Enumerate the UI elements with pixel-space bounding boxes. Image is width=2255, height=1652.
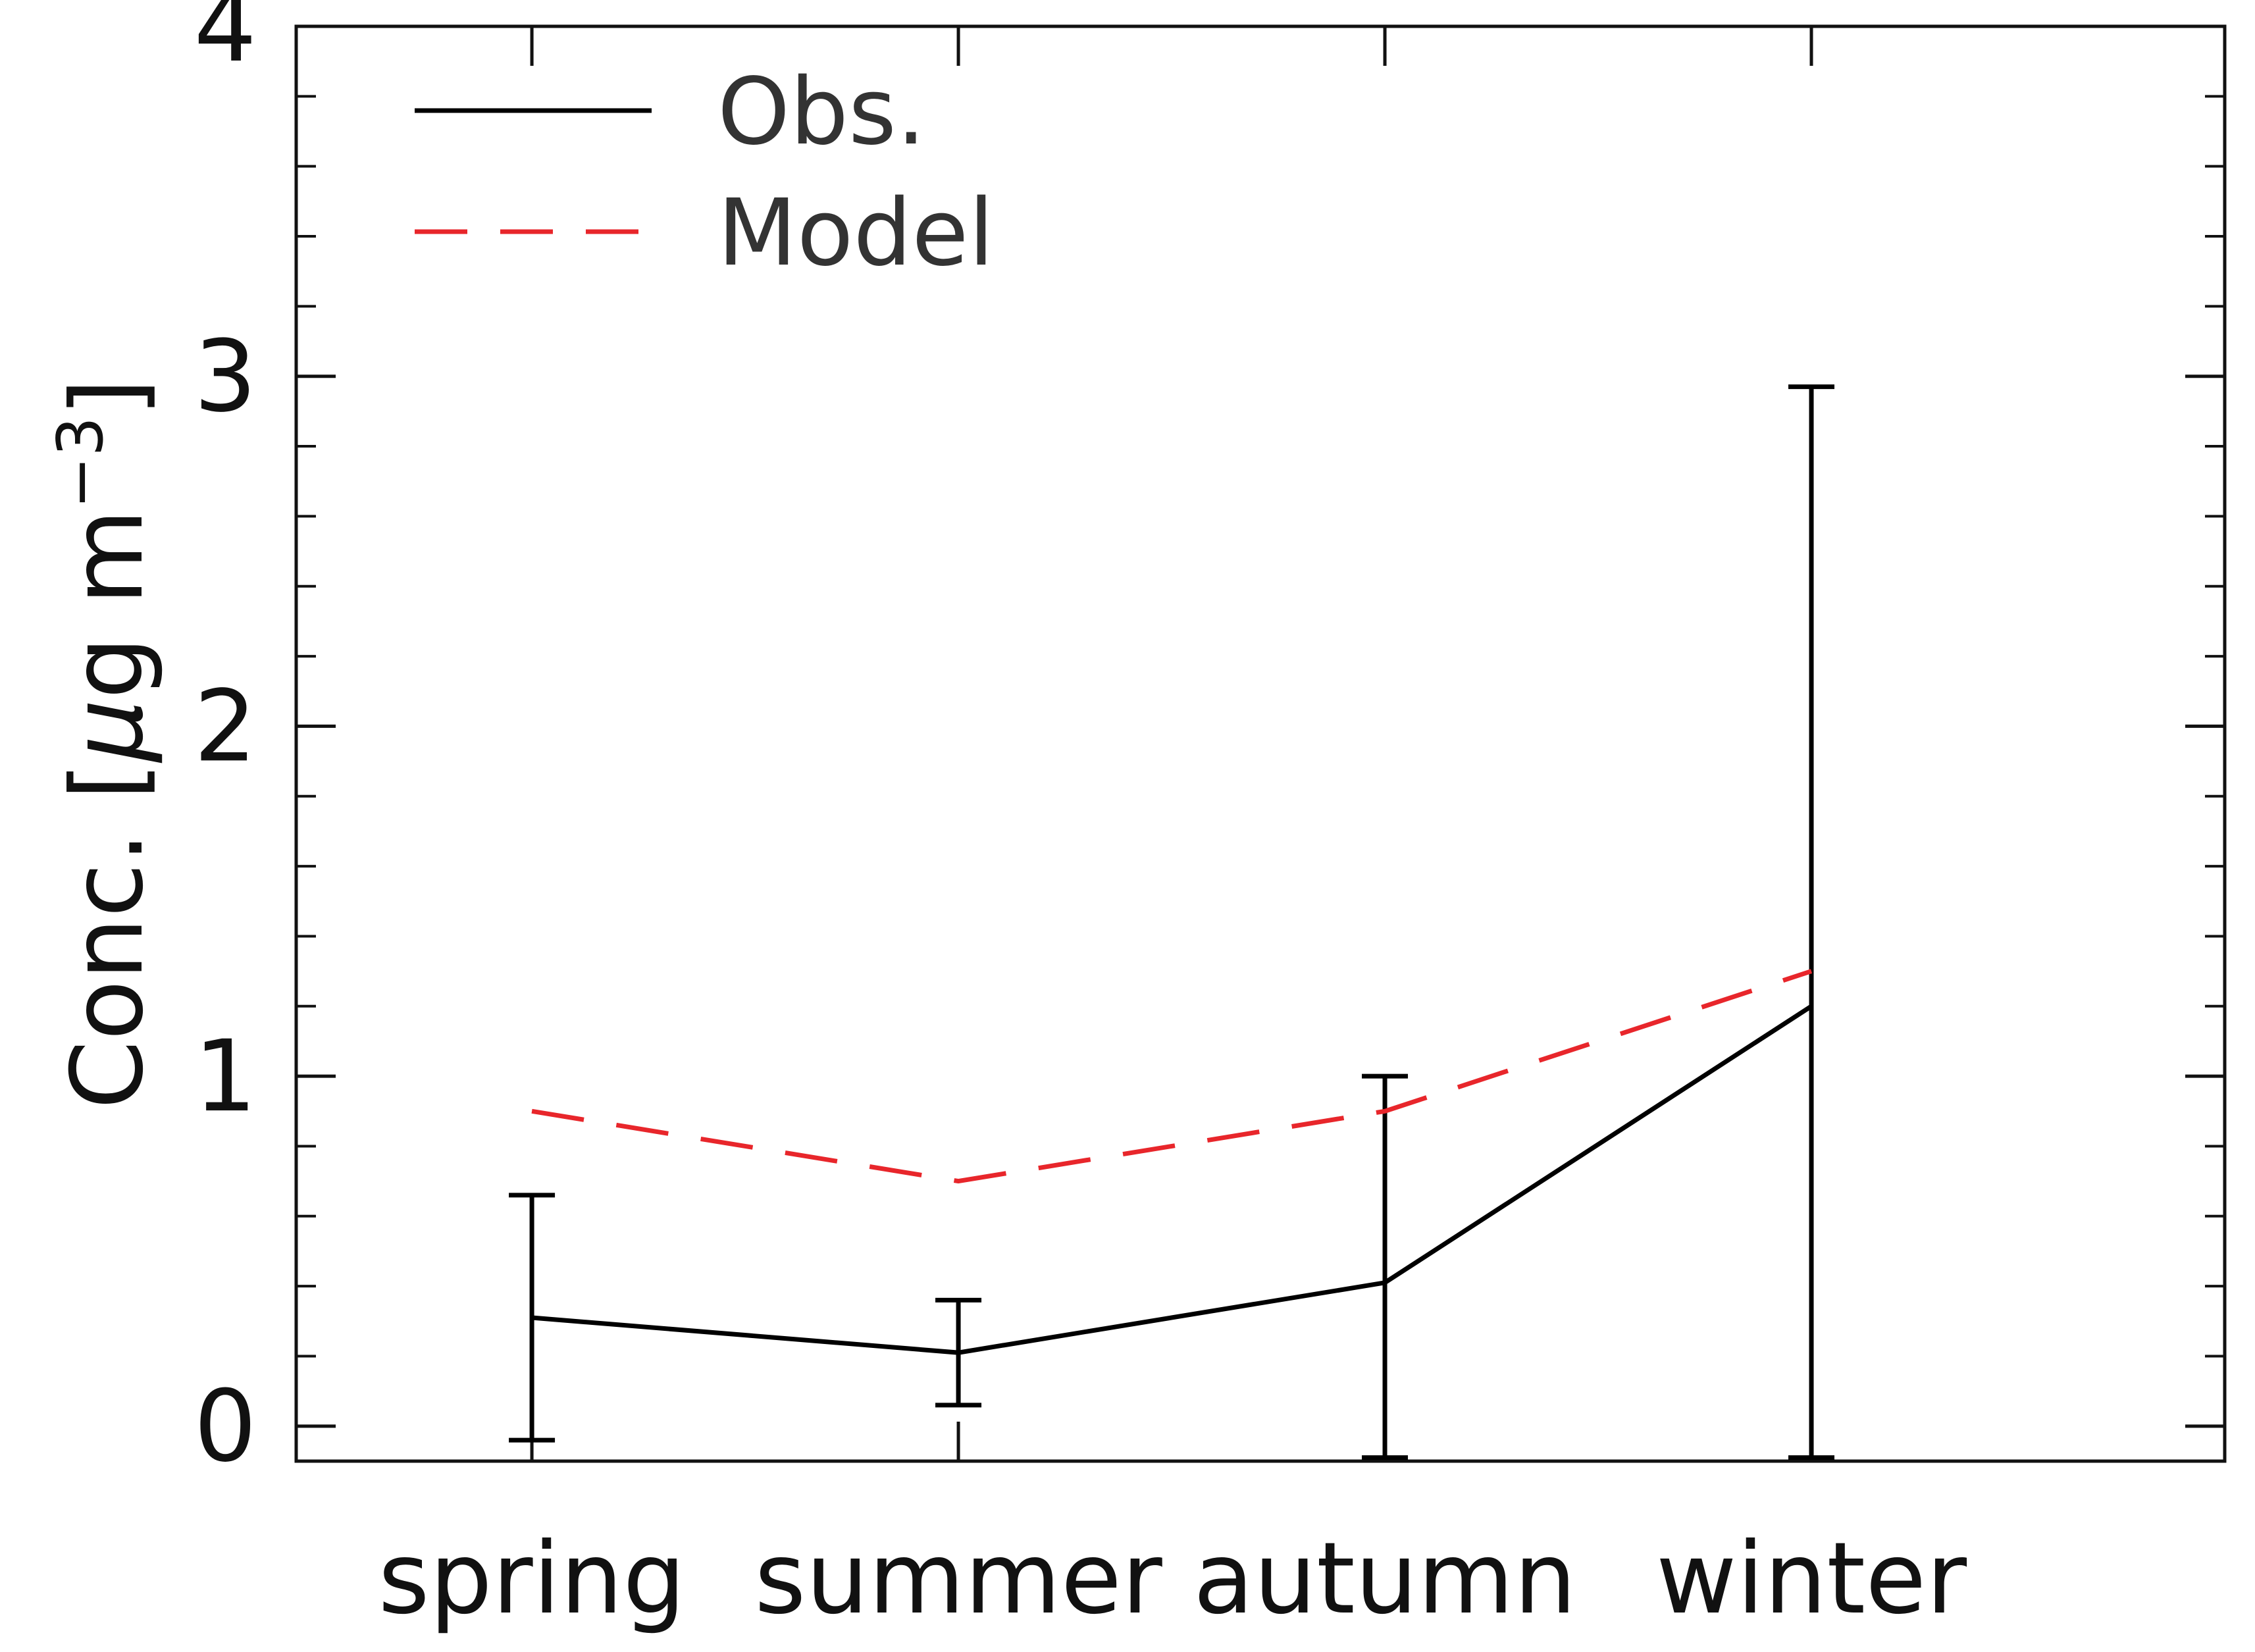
y-axis-title-exponent: −3 <box>45 417 117 509</box>
series-layer <box>509 384 1835 1460</box>
y-tick-label: 0 <box>194 1370 257 1484</box>
x-category-label: autumn <box>1193 1522 1576 1636</box>
y-tick-label: 1 <box>194 1020 257 1134</box>
y-tick-label: 4 <box>194 0 257 84</box>
legend-label-model: Model <box>717 180 994 287</box>
y-axis-title-middle: g m <box>51 509 165 699</box>
x-category-label: spring <box>378 1522 686 1636</box>
x-category-label: winter <box>1656 1522 1967 1636</box>
y-axis-title-suffix: ] <box>51 378 165 417</box>
y-tick-label: 2 <box>194 669 257 784</box>
y-axis-title-prefix: Conc. [ <box>51 762 165 1110</box>
axes-layer: 0 1 2 3 4 spring summer autumn winter <box>194 0 2225 1636</box>
y-axis-title-group: Conc. [μg m−3] <box>45 378 165 1110</box>
y-axis-title-mu: μ <box>51 699 165 763</box>
x-category-label: summer <box>754 1522 1162 1636</box>
legend-label-obs: Obs. <box>717 59 926 166</box>
legend: Obs. Model <box>415 59 994 287</box>
series-line-obs <box>531 1004 1813 1355</box>
y-axis-title: Conc. [μg m−3] <box>45 378 165 1110</box>
series-line-model <box>531 969 1813 1184</box>
y-tick-label: 3 <box>194 320 257 434</box>
plot-frame <box>294 24 2227 1463</box>
